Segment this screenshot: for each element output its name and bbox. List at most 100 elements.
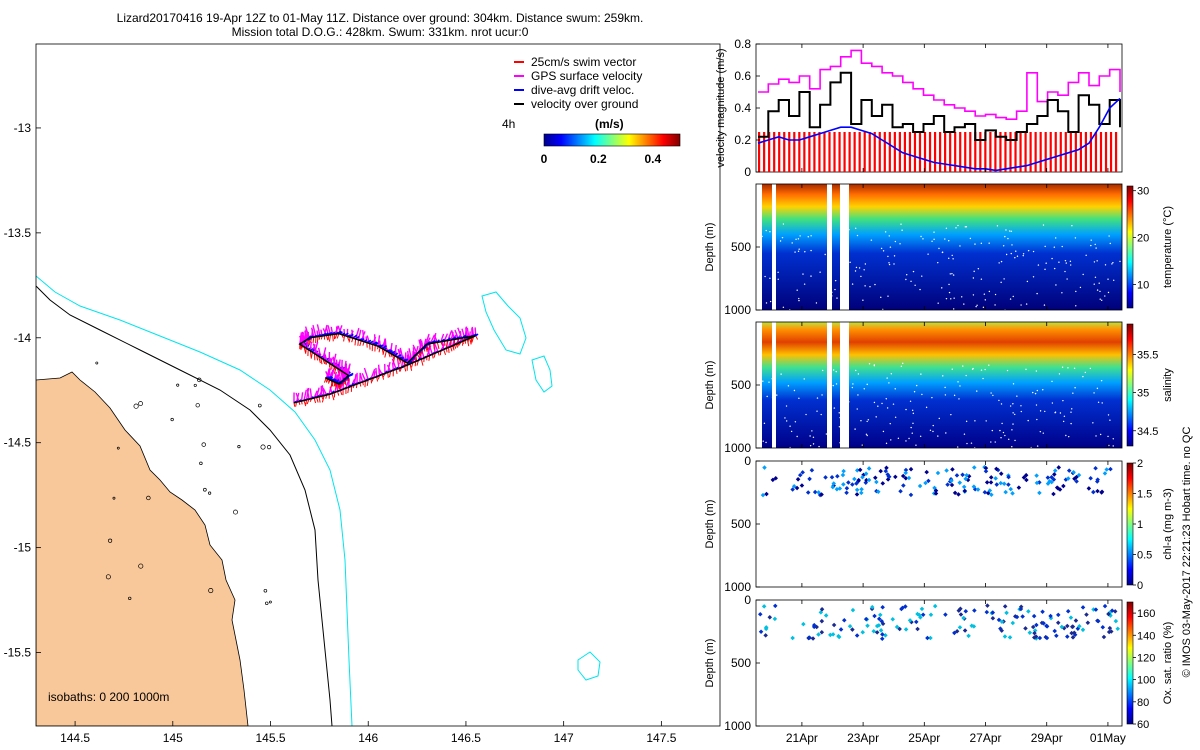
sample-dot	[1095, 435, 1097, 437]
sample-dot	[1020, 304, 1022, 306]
sample-dot	[1009, 405, 1012, 407]
sample-marker	[879, 636, 885, 642]
velocity-y-ticks: 0 0.2 0.4 0.6 0.8	[734, 37, 760, 179]
sample-dot	[858, 267, 861, 269]
sample-dot	[1071, 408, 1073, 410]
sample-dot	[889, 422, 891, 425]
sample-marker	[1052, 628, 1057, 634]
legend-label: GPS surface velocity	[531, 69, 642, 83]
swim-vector	[471, 336, 475, 343]
sample-marker	[1113, 618, 1119, 624]
sample-dot	[765, 441, 767, 444]
sample-marker	[860, 475, 865, 480]
sample-marker	[1052, 472, 1057, 477]
sample-dot	[776, 394, 778, 396]
sample-dot	[972, 294, 975, 296]
sample-dot	[1016, 255, 1019, 257]
sample-marker	[1010, 620, 1016, 626]
sample-marker	[982, 489, 988, 495]
speed-colorbar-ticks: 0 0.2 0.4	[541, 152, 662, 166]
sample-marker	[800, 470, 805, 475]
swim-vector	[428, 343, 431, 350]
sample-marker	[757, 611, 763, 617]
sample-dot	[857, 394, 859, 396]
gps-vector	[457, 327, 463, 339]
sample-dot	[1064, 259, 1067, 262]
sample-dot	[828, 395, 830, 397]
sample-dot	[948, 291, 951, 294]
swim-vector	[450, 346, 453, 352]
sample-dot	[1032, 391, 1034, 394]
sample-marker	[1096, 618, 1101, 624]
sample-dot	[834, 288, 836, 291]
gps-vector	[407, 350, 410, 362]
sample-dot	[771, 396, 774, 398]
sample-dot	[865, 433, 868, 435]
sample-dot	[830, 409, 832, 411]
sample-dot	[820, 413, 822, 416]
gps-vector	[322, 347, 327, 360]
sample-marker	[925, 635, 930, 641]
swim-vector	[382, 349, 385, 355]
swim-bar	[1054, 132, 1057, 172]
sample-dot	[881, 402, 883, 405]
sample-dot	[949, 273, 951, 275]
sample-marker	[841, 468, 846, 474]
sample-marker	[763, 633, 768, 638]
sample-dot	[1016, 395, 1018, 397]
time-tick-label: 01May	[1090, 731, 1126, 745]
swim-vector	[309, 350, 312, 358]
data-gap	[772, 184, 776, 310]
sample-marker	[1085, 620, 1091, 626]
sample-dot	[880, 296, 882, 299]
sample-dot	[1025, 303, 1028, 305]
sample-dot	[905, 408, 907, 411]
sample-marker	[805, 490, 811, 495]
sample-marker	[830, 484, 836, 490]
sample-dot	[932, 424, 934, 427]
sample-dot	[1058, 373, 1061, 375]
island	[260, 444, 266, 450]
sample-dot	[915, 444, 917, 446]
sample-dot	[994, 304, 996, 306]
sample-marker	[958, 612, 964, 617]
sample-dot	[1000, 437, 1002, 439]
island	[105, 574, 111, 580]
sample-dot	[834, 279, 837, 282]
sample-dot	[988, 290, 991, 293]
sample-dot	[957, 381, 959, 383]
sample-dot	[1107, 278, 1109, 280]
sample-dot	[1067, 367, 1069, 369]
time-tick-label: 21Apr	[786, 731, 818, 745]
sample-dot	[965, 374, 967, 377]
sample-dot	[886, 407, 889, 409]
sample-dot	[983, 293, 986, 295]
swim-bar	[913, 132, 917, 172]
sample-dot	[812, 443, 815, 445]
sample-marker	[865, 623, 870, 629]
swim-vector	[348, 337, 351, 343]
colorbar-label: temperature (°C)	[1162, 206, 1174, 288]
swim-vector	[316, 336, 319, 343]
reef-outline-3	[577, 651, 601, 681]
swim-vector	[320, 357, 323, 365]
sample-marker	[1027, 630, 1033, 635]
gps-vector	[303, 330, 307, 342]
sample-dot	[948, 257, 950, 260]
sample-dot	[765, 229, 767, 232]
colorbar-tick-label: 10	[1137, 280, 1149, 292]
depth-tick-label: 1000	[724, 303, 751, 317]
sample-dot	[1042, 389, 1044, 391]
sample-marker	[809, 467, 815, 473]
sample-marker	[1065, 634, 1070, 639]
sample-dot	[857, 373, 860, 375]
sample-dot	[910, 426, 912, 429]
gps-vector	[309, 388, 313, 399]
sample-marker	[1037, 635, 1043, 641]
sample-dot	[1001, 422, 1003, 425]
sample-dot	[994, 441, 996, 443]
sample-dot	[797, 250, 800, 253]
sample-dot	[772, 369, 774, 371]
sample-dot	[764, 275, 766, 278]
sample-dot	[952, 258, 954, 260]
